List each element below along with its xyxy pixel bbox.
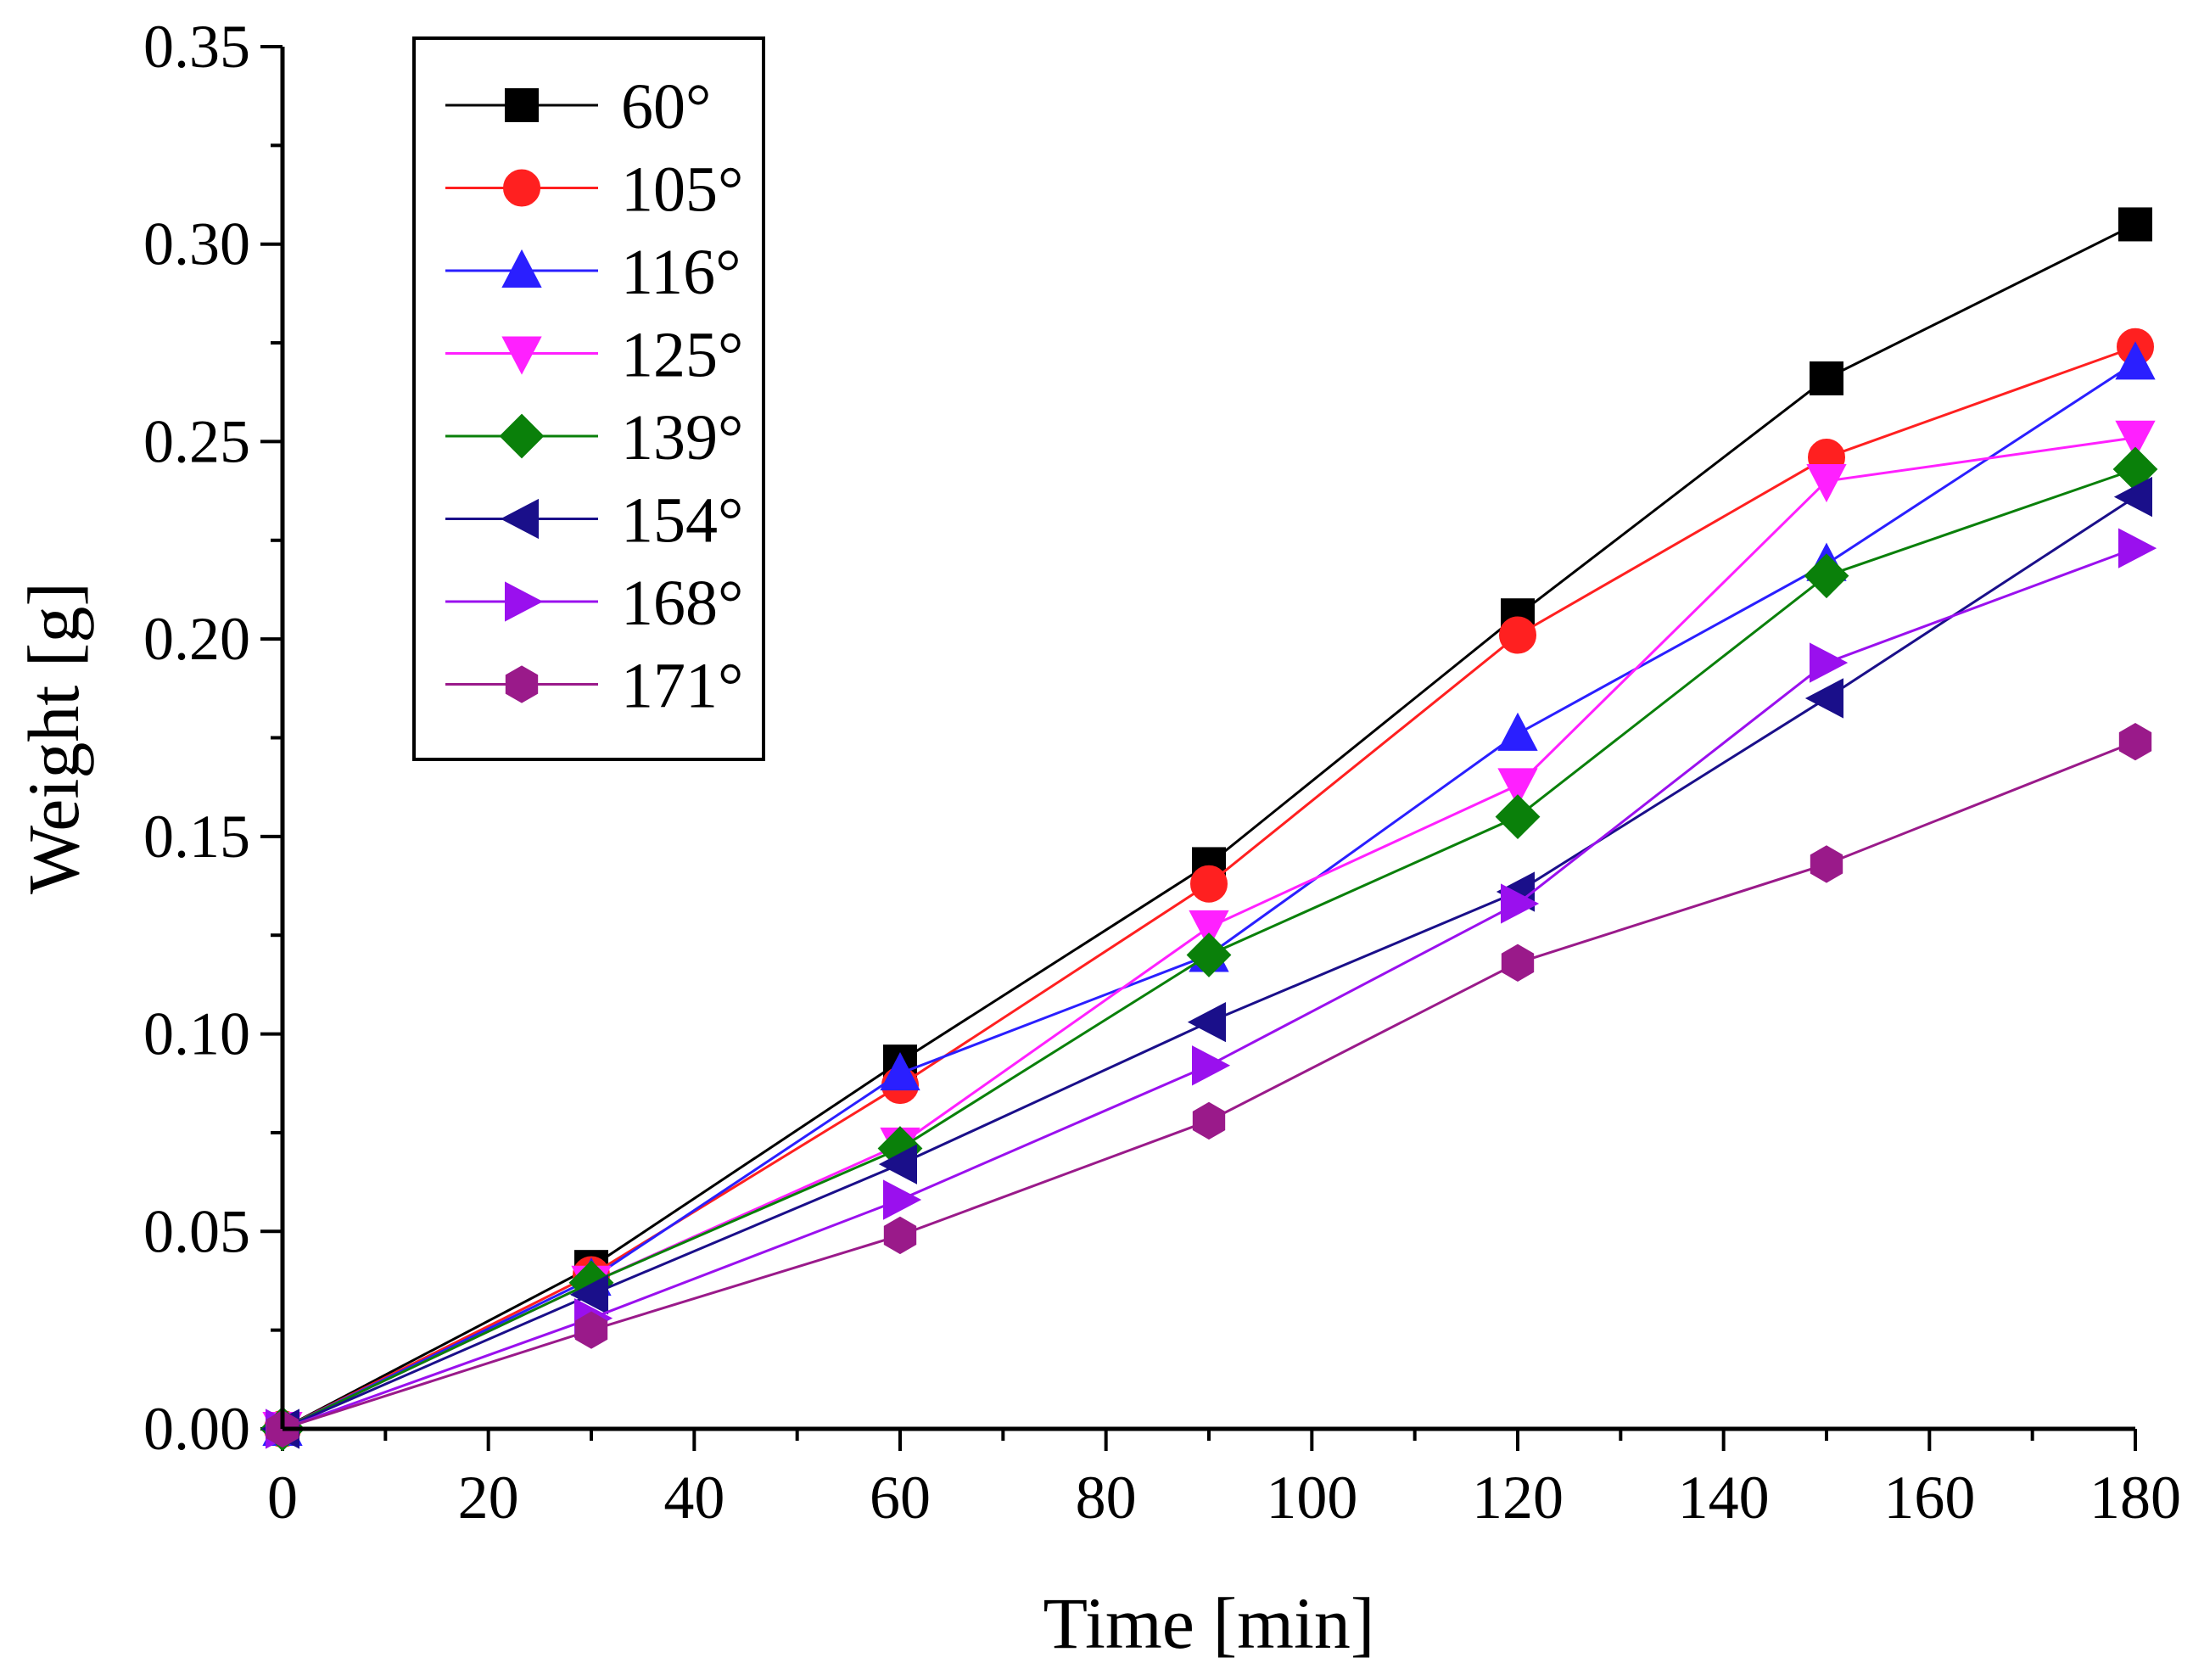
data-point (1189, 910, 1229, 949)
data-point (1806, 463, 1847, 503)
legend-label: 139° (621, 402, 743, 473)
data-point (1190, 865, 1228, 903)
series-line (282, 740, 2136, 1431)
data-point (2118, 207, 2152, 242)
legend-label: 125° (621, 320, 743, 391)
y-tick-label: 0.35 (143, 13, 250, 81)
x-axis-title: Time [min] (1043, 1582, 1374, 1664)
data-point (1501, 944, 1535, 982)
x-tick-label: 180 (2090, 1464, 2181, 1532)
axes (280, 47, 2135, 1431)
data-point (1804, 678, 1843, 719)
x-tick-label: 140 (1678, 1464, 1770, 1532)
x-tick-label: 20 (458, 1464, 519, 1532)
data-point (1804, 553, 1849, 599)
data-point (2115, 341, 2156, 380)
data-point (878, 1144, 917, 1184)
series-171-deg (266, 722, 2152, 1448)
legend-item: 105° (445, 154, 743, 226)
y-tick-label: 0.10 (143, 1000, 250, 1068)
legend-item: 139° (445, 402, 743, 473)
x-tick-label: 100 (1266, 1464, 1357, 1532)
data-point (2118, 722, 2152, 761)
data-point (883, 1216, 917, 1255)
legend-box (412, 36, 765, 761)
legend-label: 168° (621, 568, 743, 639)
data-point (1187, 1001, 1226, 1043)
legend-item: 168° (445, 568, 743, 639)
y-tick-label: 0.20 (143, 605, 250, 673)
legend: 60° 105° 116° 125° 139° 154° 168° 171° (412, 36, 765, 761)
x-tick-label: 120 (1472, 1464, 1564, 1532)
data-point (1501, 883, 1540, 924)
data-point (1192, 1101, 1226, 1140)
axis-ticks: 0 20 40 60 80 100 120 140 160 180 0.00 0.05 0.10 0.15… (143, 13, 2181, 1532)
data-point (1192, 1045, 1231, 1086)
y-tick-label: 0.30 (143, 210, 250, 278)
legend-marker (501, 336, 542, 375)
series-154-deg (260, 476, 2152, 1449)
legend-marker (501, 249, 542, 288)
x-tick-label: 40 (663, 1464, 724, 1532)
x-tick-label: 160 (1883, 1464, 1975, 1532)
data-point (1810, 642, 1849, 683)
y-tick-label: 0.25 (143, 407, 250, 475)
legend-marker (499, 413, 545, 459)
legend-item: 171° (445, 651, 743, 722)
x-tick-label: 60 (870, 1464, 931, 1532)
y-axis-title: Weight [g] (13, 582, 94, 894)
legend-label: 116° (621, 237, 741, 308)
x-tick-label: 0 (267, 1464, 298, 1532)
legend-marker (503, 169, 540, 207)
legend-item: 60° (445, 71, 711, 143)
x-tick-label: 80 (1076, 1464, 1137, 1532)
data-point (1497, 712, 1538, 751)
data-point (1810, 361, 1843, 395)
y-tick-label: 0.00 (143, 1395, 250, 1463)
data-point (574, 1311, 608, 1349)
legend-item: 125° (445, 320, 743, 391)
legend-marker (505, 581, 544, 622)
legend-label: 171° (621, 651, 743, 722)
data-point (1810, 845, 1843, 883)
plot-area (260, 207, 2158, 1452)
legend-item: 116° (445, 237, 741, 308)
data-point (1495, 794, 1541, 839)
y-tick-label: 0.05 (143, 1197, 250, 1265)
legend-marker (505, 88, 539, 122)
data-point (2118, 528, 2157, 568)
legend-item: 154° (445, 485, 743, 557)
data-point (1497, 768, 1538, 807)
data-point (569, 1274, 608, 1315)
legend-marker (505, 665, 539, 703)
data-point (2113, 476, 2152, 518)
data-point (880, 1051, 920, 1091)
data-point (883, 1179, 922, 1220)
legend-label: 154° (621, 485, 743, 557)
data-point (1499, 616, 1536, 654)
legend-label: 60° (621, 71, 711, 143)
data-point (1186, 932, 1232, 977)
data-point (2115, 420, 2156, 459)
y-tick-label: 0.15 (143, 803, 250, 871)
legend-marker (500, 498, 539, 540)
legend-label: 105° (621, 154, 743, 226)
